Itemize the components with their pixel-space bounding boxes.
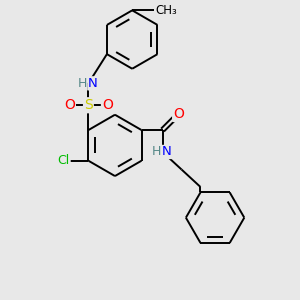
- Text: H: H: [152, 146, 161, 158]
- Text: H: H: [77, 77, 87, 90]
- Text: O: O: [173, 107, 184, 121]
- Text: CH₃: CH₃: [156, 4, 177, 17]
- Text: N: N: [162, 146, 172, 158]
- Text: S: S: [84, 98, 93, 112]
- Text: N: N: [88, 77, 98, 90]
- Text: O: O: [64, 98, 75, 112]
- Text: Cl: Cl: [58, 154, 70, 167]
- Text: O: O: [102, 98, 113, 112]
